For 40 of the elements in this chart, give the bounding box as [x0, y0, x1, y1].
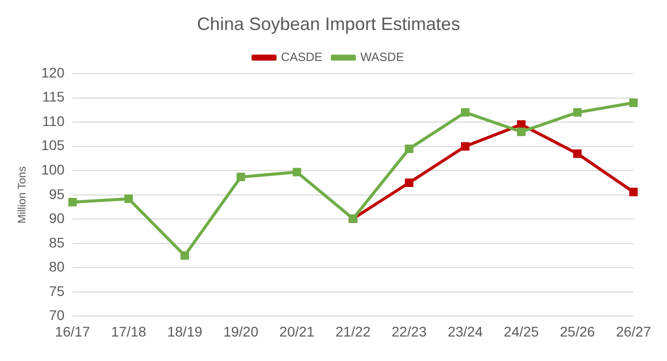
x-tick-label: 26/27: [616, 323, 652, 340]
point: [573, 149, 582, 158]
y-tick-label: 75: [48, 282, 65, 299]
legend-label: CASDE: [281, 50, 322, 64]
point: [404, 144, 414, 154]
point: [460, 108, 470, 117]
x-tick-label: 23/24: [448, 323, 483, 340]
y-tick-label: 85: [48, 234, 65, 250]
x-tick-label: 19/20: [223, 323, 259, 340]
x-tick-label: 16/17: [55, 323, 90, 340]
y-tick-label: 90: [48, 210, 65, 226]
y-tick-label: 80: [48, 258, 65, 275]
point: [68, 198, 77, 206]
chart-title: China Soybean Import Estimates: [196, 14, 460, 34]
y-tick-label: 110: [42, 112, 65, 129]
x-tick-label: 21/22: [335, 323, 371, 340]
y-axis-title: Million Tons: [16, 166, 29, 224]
point: [629, 98, 638, 107]
x-tick-label: 20/21: [279, 323, 315, 340]
point: [180, 251, 189, 260]
point: [460, 142, 470, 151]
point: [236, 172, 246, 182]
point: [629, 188, 638, 196]
x-tick-label: 17/18: [111, 323, 146, 340]
x-tick-label: 25/26: [560, 323, 596, 340]
y-tick-label: 105: [41, 137, 65, 154]
point: [404, 178, 414, 188]
y-tick-label: 115: [42, 88, 65, 105]
y-tick-label: 95: [48, 186, 65, 202]
point: [124, 194, 133, 204]
point: [517, 128, 526, 136]
x-tick-label: 18/19: [167, 323, 202, 340]
y-tick-label: 100: [41, 162, 65, 178]
x-tick-label: 24/25: [504, 323, 540, 340]
point: [573, 108, 582, 117]
y-tick-label: 70: [48, 307, 65, 324]
y-tick-label: 120: [41, 64, 65, 80]
legend-label: WASDE: [360, 50, 404, 64]
x-tick-label: 22/23: [392, 323, 427, 340]
point: [292, 168, 302, 176]
